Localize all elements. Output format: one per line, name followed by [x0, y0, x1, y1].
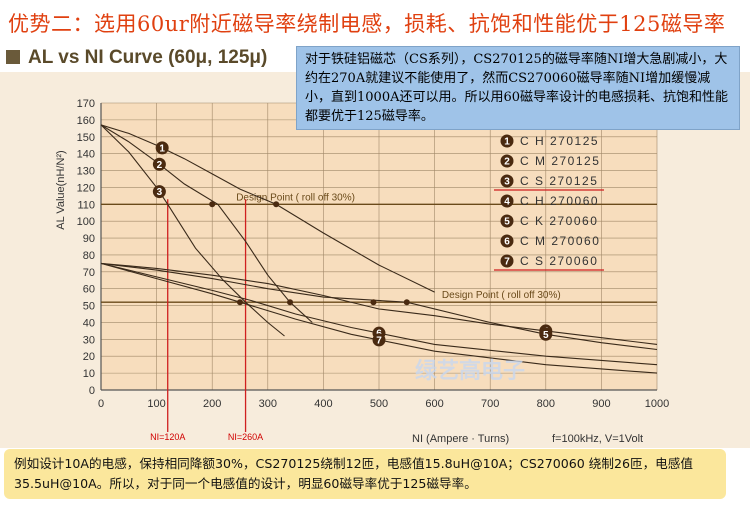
- banner: 优势二：选用60ur附近磁导率绕制电感，损耗、抗饱和性能优于125磁导率: [0, 0, 750, 46]
- series-marker-number: 2: [157, 160, 163, 171]
- y-tick-label: 40: [83, 317, 95, 329]
- series-marker-number: 5: [543, 330, 549, 341]
- series-marker-badge: [152, 185, 166, 199]
- note-text: 对于铁硅铝磁芯（CS系列），CS270125的磁导率随NI增大急剧减小，大约在2…: [305, 52, 729, 124]
- watermark: 绿艺高电子: [415, 358, 525, 384]
- legend-marker-number: 5: [504, 217, 510, 228]
- design-point-dot: [403, 299, 410, 306]
- legend-marker-badge: [500, 134, 514, 148]
- legend-marker-badge: [500, 254, 514, 268]
- series-marker-badge: [539, 327, 553, 341]
- y-tick-label: 170: [77, 98, 95, 110]
- y-tick-label: 110: [77, 199, 95, 211]
- y-tick-label: 130: [77, 166, 95, 178]
- x-tick-label: 700: [481, 398, 499, 410]
- design-point-dot: [370, 299, 377, 306]
- series-marker-badge: [372, 333, 386, 347]
- design-point-dot: [209, 201, 216, 208]
- legend-label: C S 270125: [520, 174, 598, 188]
- y-axis-label: AL Value(nH/N²): [55, 150, 67, 229]
- x-tick-label: 900: [592, 398, 610, 410]
- legend-marker-number: 7: [504, 257, 510, 268]
- series-marker-number: 3: [157, 187, 163, 198]
- y-tick-label: 10: [83, 368, 95, 380]
- series-line: [100, 124, 313, 323]
- design-point-label: Design Point ( roll off 30%): [442, 290, 561, 301]
- y-tick-label: 150: [77, 132, 95, 144]
- title-square-icon: [6, 50, 20, 64]
- legend-marker-number: 1: [504, 137, 510, 148]
- footer-text: 例如设计10A的电感，保持相同降额30%，CS270125绕制12匝，电感值15…: [14, 456, 693, 491]
- legend-label: C M 270060: [520, 234, 600, 248]
- legend-marker-badge: [500, 214, 514, 228]
- legend-label: C S 270060: [520, 254, 598, 268]
- design-point-dot: [287, 299, 294, 306]
- x-tick-label: 100: [147, 398, 165, 410]
- series-line: [100, 124, 285, 337]
- legend-marker-badge: [500, 154, 514, 168]
- chart-title-text: AL vs NI Curve (60μ, 125μ): [28, 47, 268, 68]
- series-line: [100, 262, 658, 366]
- series-marker-badge: [155, 141, 169, 155]
- legend-label: C M 270125: [520, 154, 600, 168]
- y-tick-label: 0: [89, 385, 95, 397]
- legend-marker-badge: [500, 194, 514, 208]
- chart-title: AL vs NI Curve (60μ, 125μ): [6, 47, 267, 69]
- legend-marker-number: 4: [504, 197, 510, 208]
- x-tick-label: 200: [203, 398, 221, 410]
- legend-marker-number: 2: [504, 157, 510, 168]
- y-tick-label: 50: [83, 301, 95, 313]
- x-tick-label: 500: [370, 398, 388, 410]
- y-tick-label: 20: [83, 351, 95, 363]
- legend-marker-badge: [500, 234, 514, 248]
- series-line: [100, 262, 658, 374]
- series-marker-badge: [152, 157, 166, 171]
- y-tick-label: 90: [83, 233, 95, 245]
- y-tick-label: 80: [83, 250, 95, 262]
- design-point-dot: [237, 299, 243, 306]
- series-marker-number: 7: [376, 335, 382, 346]
- y-tick-label: 100: [77, 216, 95, 228]
- legend-label: C H 270060: [520, 194, 599, 208]
- series-line: [100, 262, 658, 345]
- y-tick-label: 70: [83, 267, 95, 279]
- legend-label: C H 270125: [520, 134, 599, 148]
- x-tick-label: 1000: [645, 398, 669, 410]
- y-tick-label: 120: [77, 182, 95, 194]
- note-box: 对于铁硅铝磁芯（CS系列），CS270125的磁导率随NI增大急剧减小，大约在2…: [296, 46, 740, 130]
- x-tick-label: 600: [425, 398, 443, 410]
- x-axis-label: NI (Ampere · Turns): [412, 433, 509, 445]
- x-tick-label: 400: [314, 398, 332, 410]
- y-tick-label: 30: [83, 334, 95, 346]
- x-tick-label: 800: [537, 398, 555, 410]
- legend-marker-badge: [500, 174, 514, 188]
- legend-marker-number: 6: [504, 237, 510, 248]
- x-tick-label: 0: [98, 398, 104, 410]
- design-point-label: Design Point ( roll off 30%): [236, 192, 355, 203]
- series-marker-number: 1: [159, 143, 165, 154]
- design-point-dot: [273, 201, 280, 208]
- banner-title: 优势二：选用60ur附近磁导率绕制电感，损耗、抗饱和性能优于125磁导率: [8, 12, 726, 36]
- ni-reference-label: NI=260A: [228, 432, 263, 442]
- legend-marker-number: 3: [504, 177, 510, 188]
- series-line: [100, 262, 658, 351]
- legend-label: C K 270060: [520, 214, 598, 228]
- series-line: [100, 124, 435, 293]
- ni-reference-label: NI=120A: [150, 432, 185, 442]
- test-condition: f=100kHz, V=1Volt: [552, 433, 643, 445]
- y-tick-label: 160: [77, 115, 95, 127]
- y-tick-label: 60: [83, 284, 95, 296]
- footer-box: 例如设计10A的电感，保持相同降额30%，CS270125绕制12匝，电感值15…: [4, 449, 726, 499]
- x-tick-label: 300: [259, 398, 277, 410]
- y-tick-label: 140: [77, 149, 95, 161]
